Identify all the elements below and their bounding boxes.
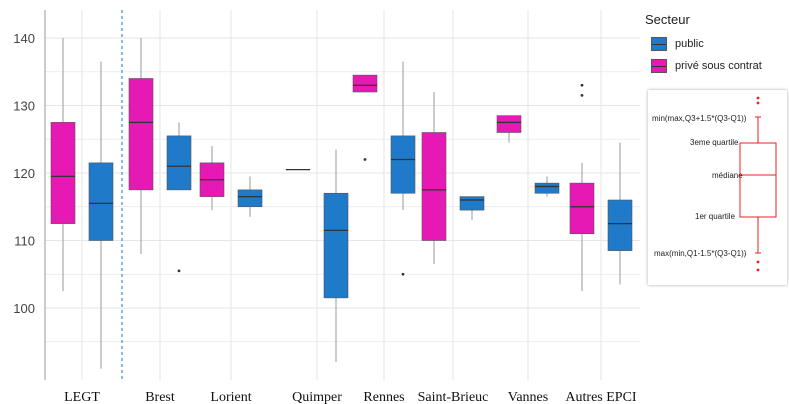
legend-key-prive [651,59,667,73]
box-public [88,61,114,369]
outlier-point [401,272,405,276]
box-body [88,162,114,241]
explain-lower-label: max(min,Q1-1.5*(Q3-Q1)) [654,249,747,258]
x-tick-label: Brest [145,390,175,404]
box-public [323,149,349,362]
explain-box [739,142,777,218]
box-public [237,176,263,217]
box-body [496,115,522,133]
legend-item-public: public [645,33,785,55]
x-tick-label: Autres EPCI [565,390,637,404]
box-prive [352,74,378,161]
box-body [607,199,633,251]
legend-label-prive: privé sous contrat [675,60,762,72]
legend-item-prive: privé sous contrat [645,55,785,77]
y-tick-label: 100 [13,301,35,316]
outlier-point [363,158,367,161]
box-body [534,182,560,194]
box-body [352,74,378,93]
box-body [569,182,595,235]
explain-outlier-dot [756,101,760,105]
explain-box-glyph [739,96,777,272]
box-body [323,192,349,299]
box-body [50,122,76,224]
explain-upper-label: min(max,Q3+1.5*(Q3-Q1)) [652,114,747,123]
y-tick-label: 110 [14,234,35,249]
box-prive [128,38,154,254]
legend-title: Secteur [645,12,690,27]
box-public [534,176,560,197]
box-public [390,61,416,276]
y-axis-ticks: 100 110 120 130 140 [13,31,35,316]
legend-key-public [651,37,667,51]
box-prive [496,115,522,143]
y-tick-label: 140 [13,31,35,46]
box-body [421,132,447,241]
x-tick-label: LEGT [64,390,100,404]
box-body [166,135,192,191]
x-tick-label: Rennes [363,390,404,404]
box-public [166,122,192,273]
box-groups [50,38,633,369]
explain-outlier-dot [756,268,760,272]
legend: Secteur public privé sous contrat [645,12,785,77]
box-body [237,189,263,208]
y-tick-label: 120 [13,166,35,181]
box-prive [50,38,76,292]
x-tick-label: Lorient [210,390,251,404]
legend-label-public: public [675,38,704,50]
box-body [459,196,485,211]
box-prive [421,92,447,265]
box-public [459,196,485,221]
outlier-point [580,83,584,87]
x-tick-label: Quimper [292,390,342,404]
outlier-point [580,93,584,97]
y-tick-label: 130 [13,99,35,114]
x-axis-ticks: LEGT Brest Lorient Quimper Rennes Saint-Brieu… [64,390,637,404]
box-body [390,135,416,194]
x-tick-label: Vannes [508,390,548,404]
explain-outlier-dot [756,96,760,100]
outlier-point [177,269,181,273]
x-tick-label: Saint-Brieuc [418,390,489,404]
box-prive [569,83,595,292]
boxplot-explanation: min(max,Q3+1.5*(Q3-Q1)) 3eme quartile mé… [648,90,787,285]
explain-q3-label: 3eme quartile [690,138,739,147]
explain-outlier-dot [756,260,760,264]
explain-median-label: médiane [712,171,743,180]
box-body [128,78,154,191]
box-public [607,142,633,285]
explain-q1-label: 1er quartile [695,212,736,221]
box-prive [199,146,225,211]
